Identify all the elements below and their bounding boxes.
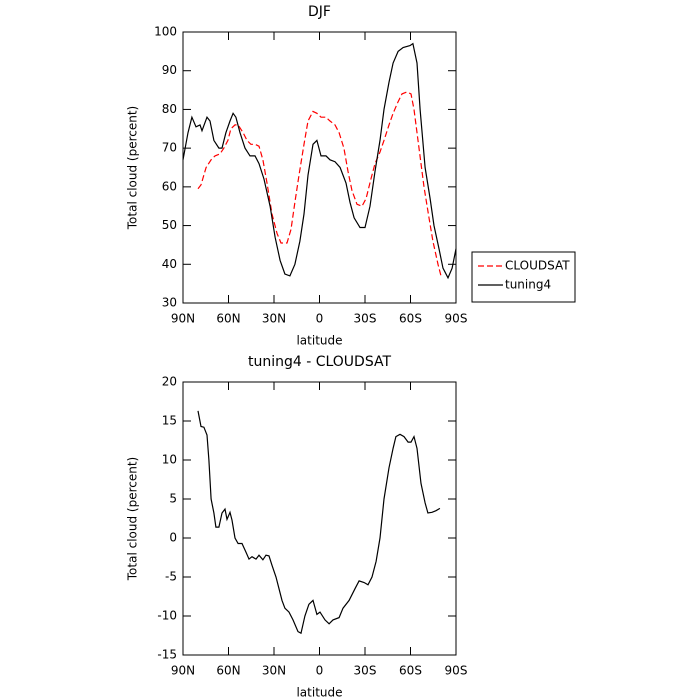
x-tick-label: 90S: [445, 664, 468, 678]
x-tick-label: 60S: [399, 312, 422, 326]
y-tick-label: -10: [157, 609, 177, 623]
x-tick-label: 30S: [354, 312, 377, 326]
y-tick-label: 10: [162, 453, 177, 467]
x-tick-label: 90S: [445, 312, 468, 326]
y-tick-label: -5: [165, 570, 177, 584]
x-axis-label: latitude: [296, 334, 342, 348]
y-tick-label: -15: [157, 648, 177, 662]
data-line: [197, 91, 442, 277]
data-line: [182, 42, 457, 280]
y-tick-label: 100: [154, 25, 177, 39]
plot-frame: [182, 31, 457, 304]
legend-label: CLOUDSAT: [505, 259, 570, 273]
y-tick-label: 5: [169, 492, 177, 506]
y-tick-label: 50: [162, 218, 177, 232]
x-tick-label: 0: [316, 664, 324, 678]
y-axis-label: Total cloud (percent): [126, 457, 140, 581]
chart-title: DJF: [308, 4, 331, 20]
chart-title: tuning4 - CLOUDSAT: [248, 354, 392, 370]
y-tick-label: 20: [162, 375, 177, 389]
x-tick-label: 90N: [171, 664, 195, 678]
x-tick-label: 0: [316, 312, 324, 326]
x-tick-label: 90N: [171, 312, 195, 326]
x-axis-label: latitude: [296, 686, 342, 700]
y-tick-label: 80: [162, 102, 177, 116]
y-axis-label: Total cloud (percent): [126, 106, 140, 230]
legend-box: [471, 251, 576, 303]
x-tick-label: 60N: [216, 312, 240, 326]
x-tick-label: 60N: [216, 664, 240, 678]
y-tick-label: 90: [162, 63, 177, 77]
data-line: [197, 410, 441, 635]
y-tick-label: 40: [162, 257, 177, 271]
x-tick-label: 30S: [354, 664, 377, 678]
x-tick-label: 30N: [262, 664, 286, 678]
y-tick-label: 70: [162, 141, 177, 155]
legend-label: tuning4: [505, 278, 551, 292]
y-tick-label: 0: [169, 531, 177, 545]
y-tick-label: 60: [162, 179, 177, 193]
x-tick-label: 30N: [262, 312, 286, 326]
x-tick-label: 60S: [399, 664, 422, 678]
plot-frame: [182, 381, 457, 656]
y-tick-label: 15: [162, 414, 177, 428]
y-tick-label: 30: [162, 296, 177, 310]
